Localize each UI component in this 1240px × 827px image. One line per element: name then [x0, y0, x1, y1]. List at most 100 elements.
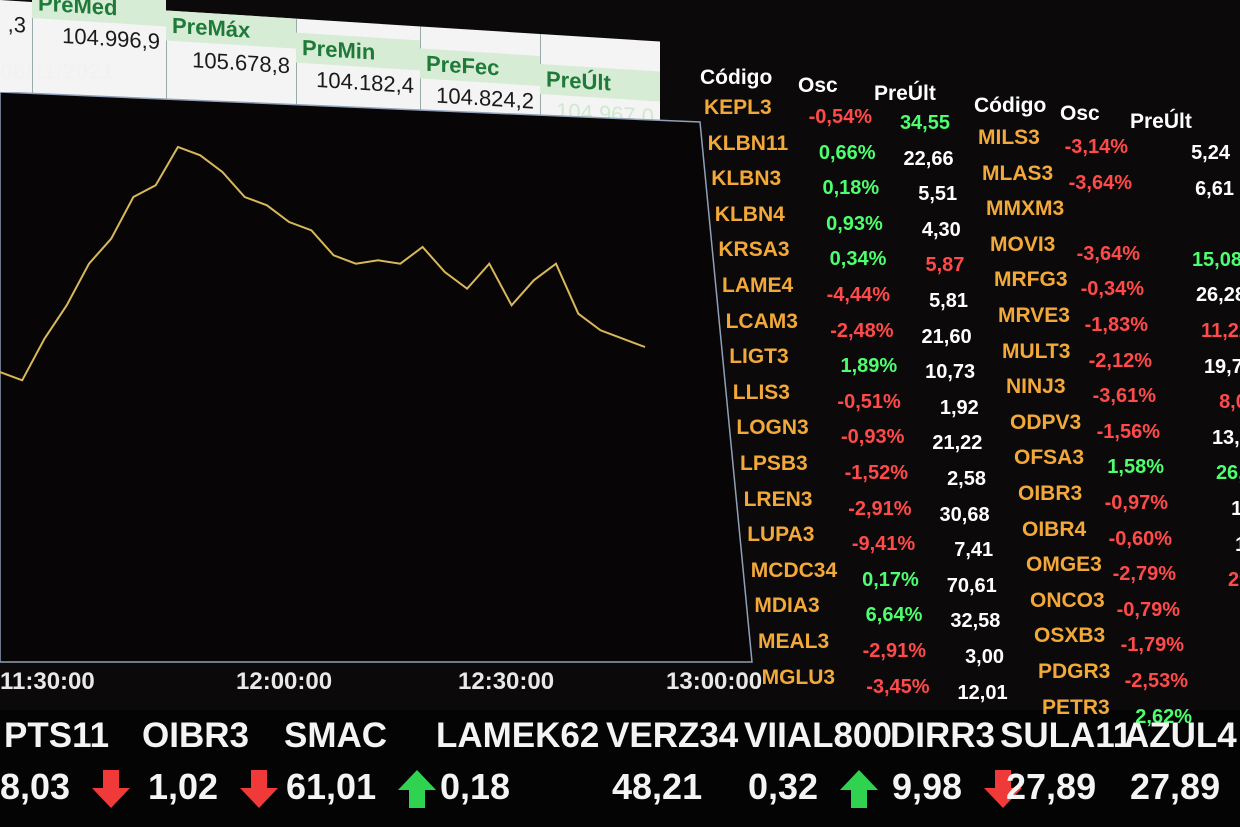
time-label-1130: 11:30:00 — [0, 668, 95, 695]
list1-row-osc: 0,18% — [822, 177, 880, 200]
summary-value-premed: 104.996,9 — [62, 22, 160, 55]
list2-row-osc: -3,64% — [1068, 171, 1132, 194]
list1-row-price: 22,66 — [903, 147, 954, 170]
list1-row-price: 21,60 — [921, 325, 972, 348]
ticker-symbol: PTS11 — [4, 716, 110, 755]
ticker-value: 0,32 — [748, 766, 819, 807]
list1-row-price: 12,01 — [957, 681, 1008, 704]
list2-row-osc: -2,79% — [1112, 563, 1176, 586]
list2-row-price: 26,97 — [1215, 462, 1240, 485]
list1-row-osc: -2,48% — [830, 319, 894, 342]
chart-svg — [0, 92, 753, 663]
list2-row-osc: -2,53% — [1124, 670, 1188, 692]
list1-row-code: MDIA3 — [754, 594, 820, 618]
time-label-1230: 12:30:00 — [458, 668, 555, 695]
list1-row-osc: -0,51% — [837, 390, 901, 413]
list1-row-price: 30,68 — [939, 503, 990, 526]
ticker-symbol: OIBR3 — [142, 716, 249, 755]
list1-header-pre: PreÚlt — [874, 82, 936, 105]
list2-row-price: 1, — [1220, 676, 1240, 699]
list1-row-code: LUPA3 — [747, 523, 815, 547]
ticker-value: 61,01 — [286, 766, 377, 807]
list1-row-price: 2,58 — [947, 468, 986, 490]
list2-row-price: 29,87 — [1227, 569, 1240, 592]
list2-row-price: 15,08 — [1191, 248, 1240, 271]
list1-row-osc: -0,54% — [808, 106, 872, 128]
ticker-value: 9,98 — [892, 766, 963, 807]
list1-row-price: 7,41 — [954, 539, 994, 562]
list1-row-osc: -1,52% — [844, 462, 908, 484]
list2-row-osc: -3,14% — [1064, 136, 1128, 158]
list2-row-code: ODPV3 — [1010, 410, 1082, 434]
list1-row-price: 4,30 — [921, 218, 961, 241]
list2-row-osc: 1,58% — [1107, 456, 1164, 479]
list1-row-code: LREN3 — [743, 487, 813, 511]
list2-row-code: MULT3 — [1002, 339, 1071, 363]
list1-row-code: LCAM3 — [725, 309, 798, 333]
list2-row-osc: -0,97% — [1104, 492, 1168, 514]
ticker-symbol: DIRR3 — [890, 716, 996, 755]
list1-row-osc: -3,45% — [866, 675, 930, 698]
list1-row-code: KRSA3 — [718, 238, 790, 262]
time-label-1300: 13:00:00 — [666, 668, 763, 695]
list1-row-code: KLBN11 — [707, 131, 789, 155]
summary-header-prefec: PreFec — [420, 48, 540, 86]
list2-header-osc: Osc — [1060, 102, 1100, 125]
list2-row-osc: -2,12% — [1088, 349, 1152, 372]
list1-row-code: LIGT3 — [729, 345, 789, 369]
list2-row-price: 5,24 — [1191, 142, 1230, 164]
list2-row-code: MOVI3 — [990, 232, 1056, 256]
list2-row-price: 6,5 — [1216, 640, 1240, 663]
time-label-1200: 12:00:00 — [236, 668, 333, 695]
list1-header-code: Código — [700, 66, 773, 89]
list1-row-price: 34,55 — [899, 112, 950, 134]
list2-row-price: 11,2 — [1212, 605, 1240, 628]
arrow-up-icon — [840, 770, 878, 808]
list1-row-price: 32,58 — [950, 610, 1001, 633]
list1-row-price: 70,61 — [946, 574, 997, 597]
list2-header-pre: PreÚlt — [1130, 110, 1192, 133]
list1-row-price: 21,22 — [932, 432, 983, 455]
list2-row-code: MLAS3 — [982, 161, 1054, 185]
list1-row-osc: -2,91% — [862, 640, 926, 662]
list1-row-price: 1,92 — [939, 396, 979, 419]
list1-row-code: MGLU3 — [761, 665, 836, 689]
list1-row-osc: 0,66% — [818, 141, 876, 164]
ticker-value: 48,21 — [612, 766, 703, 807]
list1-row-code: KLBN3 — [711, 167, 782, 191]
list2-row-code: PDGR3 — [1038, 660, 1111, 683]
chart-frame — [0, 92, 753, 663]
list2-row-code: OSXB3 — [1034, 624, 1106, 648]
list2-row-price: 11,22 — [1201, 320, 1240, 342]
list1-row-code: LPSB3 — [740, 452, 808, 475]
list2-row-code: PETR3 — [1042, 695, 1110, 719]
ticker-value: 0,18 — [440, 766, 511, 807]
list2-row-price: 6,61 — [1195, 177, 1234, 200]
summary-header-premin: PreMin — [296, 32, 420, 71]
list2-row-code: OIBR3 — [1018, 482, 1083, 505]
list1-row-price: 5,81 — [929, 290, 968, 312]
list1-row-code: LLIS3 — [732, 380, 790, 404]
list1-header-osc: Osc — [798, 74, 838, 97]
list2-row-code: MRFG3 — [994, 268, 1068, 292]
ticker-symbol: VERZ34 — [606, 716, 739, 755]
list2-row-code: NINJ3 — [1006, 375, 1066, 399]
list2-row-osc: -1,79% — [1120, 634, 1184, 657]
list2-row-price: 1,65 — [1204, 534, 1240, 557]
list1-row-osc: -2,91% — [848, 497, 912, 520]
ticker-bar — [0, 710, 1240, 827]
list2-row-osc: -3,61% — [1092, 385, 1156, 408]
arrow-down-icon — [92, 770, 130, 808]
list1-row-code: KEPL3 — [704, 96, 772, 119]
ticker-value: 8,03 — [0, 766, 71, 807]
list2-row-price: 1,02 — [1231, 498, 1240, 520]
list2-row-price: 26,28 — [1195, 284, 1240, 307]
list1-row-price: 10,73 — [925, 361, 976, 384]
list1-row-code: LAME4 — [722, 274, 794, 297]
list1-row-price: 5,87 — [925, 254, 965, 277]
list1-row-code: MEAL3 — [758, 630, 830, 653]
list2-row-osc: -0,34% — [1080, 278, 1144, 301]
list1-row-code: MCDC34 — [750, 558, 838, 582]
list1-row-osc: -4,44% — [826, 284, 890, 306]
arrow-up-icon — [398, 770, 436, 808]
